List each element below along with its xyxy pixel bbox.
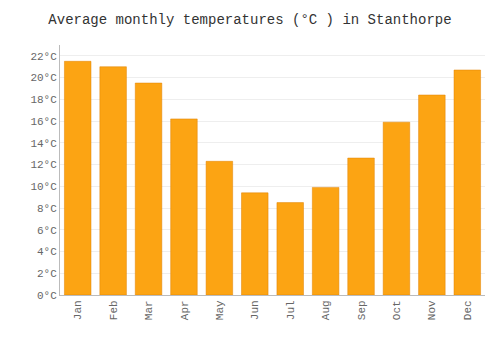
svg-text:4°C: 4°C — [37, 246, 57, 258]
svg-text:Apr: Apr — [179, 300, 191, 320]
svg-text:22°C: 22°C — [30, 51, 57, 63]
svg-text:20°C: 20°C — [30, 72, 57, 84]
svg-text:Sep: Sep — [356, 300, 368, 320]
svg-text:May: May — [214, 300, 226, 320]
svg-text:Jan: Jan — [72, 300, 84, 320]
svg-text:Feb: Feb — [108, 300, 120, 320]
svg-text:Average monthly temperatures (: Average monthly temperatures (°C ) in St… — [48, 12, 451, 28]
svg-text:10°C: 10°C — [30, 181, 57, 193]
svg-text:8°C: 8°C — [37, 203, 57, 215]
svg-text:2°C: 2°C — [37, 268, 57, 280]
svg-text:Nov: Nov — [426, 300, 438, 320]
svg-text:Dec: Dec — [462, 300, 474, 320]
svg-text:18°C: 18°C — [30, 94, 57, 106]
svg-text:Aug: Aug — [320, 300, 332, 320]
svg-text:Jul: Jul — [285, 300, 297, 320]
svg-text:16°C: 16°C — [30, 116, 57, 128]
svg-text:0°C: 0°C — [37, 290, 57, 302]
svg-text:Oct: Oct — [391, 300, 403, 320]
svg-text:14°C: 14°C — [30, 138, 57, 150]
svg-text:Jun: Jun — [249, 300, 261, 320]
svg-text:6°C: 6°C — [37, 225, 57, 237]
svg-text:Mar: Mar — [143, 300, 155, 320]
svg-text:12°C: 12°C — [30, 159, 57, 171]
